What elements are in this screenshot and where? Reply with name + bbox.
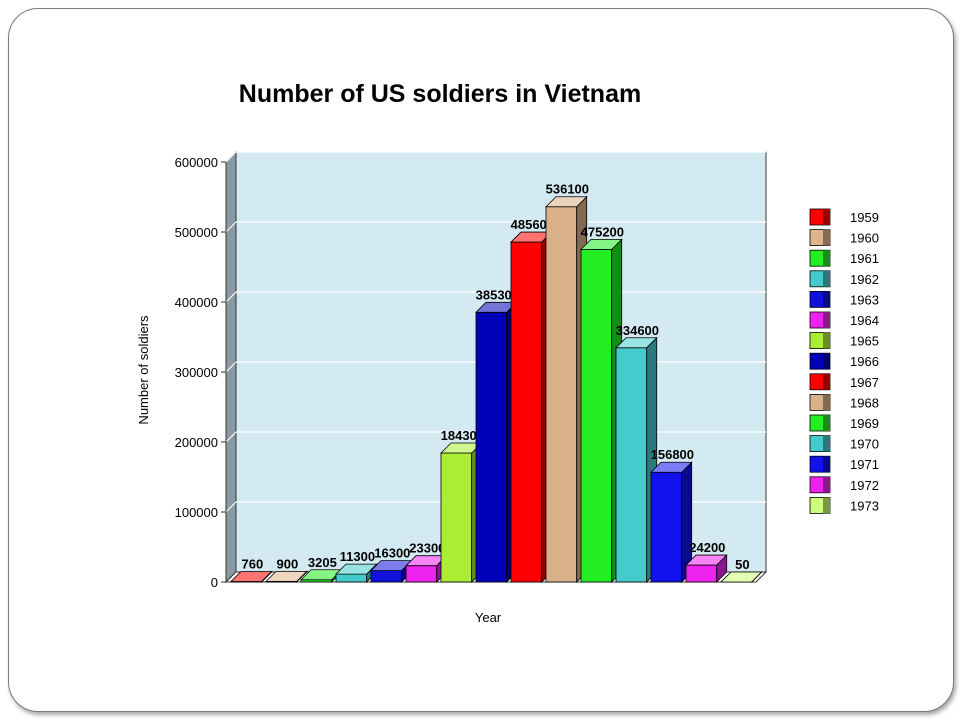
data-label-1972: 24200 <box>689 540 725 555</box>
legend-swatch-shade-1966 <box>823 353 830 370</box>
data-label-1966: 385300 <box>476 287 519 302</box>
chart-title: Number of US soldiers in Vietnam <box>239 80 641 108</box>
y-tick-label: 200000 <box>175 435 218 450</box>
legend-label-1966: 1966 <box>850 354 879 369</box>
gridline <box>225 151 237 163</box>
bar-top-1962 <box>335 563 378 575</box>
data-label-1960: 900 <box>276 556 298 571</box>
legend-swatch-shade-1970 <box>823 435 830 452</box>
bar-top-1970 <box>615 337 658 349</box>
gridline <box>225 221 237 233</box>
data-label-1968: 536100 <box>546 182 589 197</box>
bar-1963 <box>370 570 403 583</box>
bar-top-1959 <box>230 571 273 582</box>
bar-top-1971 <box>650 461 693 473</box>
legend-label-1972: 1972 <box>850 478 879 493</box>
bar-top-1969 <box>580 238 623 250</box>
bar-1966 <box>475 311 508 583</box>
bar-1969 <box>580 248 613 583</box>
legend-label-1959: 1959 <box>850 210 879 225</box>
legend-swatch-shade-1967 <box>823 373 830 390</box>
y-tick-label: 600000 <box>175 155 218 170</box>
legend-swatch-shade-1964 <box>823 312 830 328</box>
bar-1967 <box>510 241 543 583</box>
y-tick-label: 0 <box>211 575 218 590</box>
legend-label-1967: 1967 <box>850 375 879 390</box>
y-axis-label: Number of soldiers <box>136 315 151 425</box>
data-label-1959: 760 <box>241 556 263 571</box>
data-label-1969: 475200 <box>581 224 624 239</box>
y-tick-label: 400000 <box>175 295 218 310</box>
legend-label-1961: 1961 <box>850 251 879 266</box>
data-label-1970: 334600 <box>616 323 659 338</box>
bar-top-1960 <box>265 570 308 582</box>
legend-swatch-shade-1963 <box>823 291 830 308</box>
legend-swatch-shade-1961 <box>823 250 830 267</box>
bar-1971 <box>650 471 683 583</box>
data-label-1962: 11300 <box>340 549 375 564</box>
y-tick-label: 100000 <box>175 505 218 520</box>
data-label-1963: 16300 <box>374 546 410 561</box>
legend-swatch-shade-1959 <box>823 209 830 225</box>
legend-swatch-shade-1973 <box>823 497 830 514</box>
data-label-1965: 184300 <box>441 428 484 443</box>
legend-swatch-shade-1968 <box>823 394 830 411</box>
legend-label-1971: 1971 <box>850 457 879 472</box>
bar-top-1973 <box>720 571 763 583</box>
legend-label-1968: 1968 <box>850 395 879 410</box>
bar-top-1968 <box>545 196 588 208</box>
legend-swatch-shade-1972 <box>823 476 830 493</box>
gridline <box>225 291 237 303</box>
legend-swatch-shade-1969 <box>823 415 830 431</box>
legend-swatch-shade-1971 <box>823 456 830 473</box>
bar-1965 <box>440 452 473 583</box>
legend-label-1969: 1969 <box>850 416 879 431</box>
legend-label-1964: 1964 <box>850 313 879 328</box>
gridline <box>225 431 237 443</box>
legend-swatch-shade-1960 <box>823 229 830 246</box>
legend-label-1962: 1962 <box>850 272 879 287</box>
bar-1964 <box>405 565 438 583</box>
data-label-1964: 23300 <box>409 541 445 556</box>
data-label-1971: 156800 <box>651 447 694 462</box>
legend-swatch-shade-1962 <box>823 270 830 287</box>
data-label-1973: 50 <box>735 557 749 572</box>
bar-1970 <box>615 347 648 583</box>
legend-label-1960: 1960 <box>850 231 879 246</box>
legend-label-1973: 1973 <box>850 498 879 513</box>
data-label-1961: 3205 <box>308 555 337 570</box>
bar-1962 <box>335 573 368 583</box>
legend-label-1965: 1965 <box>850 334 879 349</box>
y-tick-label: 500000 <box>175 225 218 240</box>
legend-label-1963: 1963 <box>850 292 879 307</box>
y-tick-label: 300000 <box>175 365 218 380</box>
gridline <box>225 501 237 513</box>
legend-label-1970: 1970 <box>850 437 879 452</box>
data-label-1967: 485600 <box>511 217 554 232</box>
bar-1968 <box>545 206 578 583</box>
gridline <box>225 361 237 373</box>
legend-swatch-shade-1965 <box>823 332 830 349</box>
bar-top-1972 <box>685 554 728 566</box>
x-axis-label: Year <box>475 610 502 625</box>
bar-1972 <box>685 564 718 583</box>
